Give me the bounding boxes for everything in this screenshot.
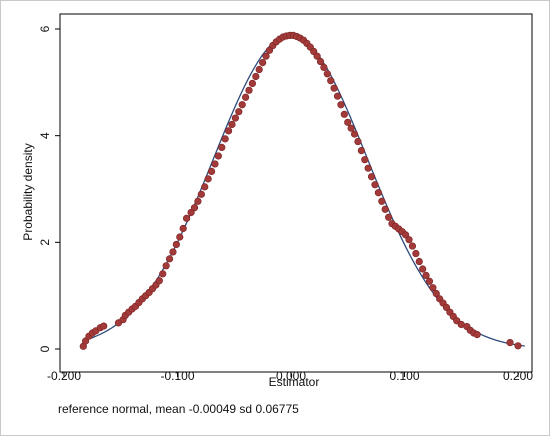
density-point bbox=[429, 284, 437, 292]
density-point bbox=[405, 236, 413, 244]
density-point bbox=[310, 47, 318, 56]
density-point bbox=[194, 197, 202, 205]
density-point bbox=[176, 233, 184, 241]
density-point bbox=[357, 147, 365, 155]
density-point bbox=[385, 213, 393, 221]
density-point bbox=[514, 342, 522, 350]
plot-area bbox=[59, 13, 533, 373]
density-point bbox=[361, 156, 369, 164]
density-point bbox=[381, 205, 389, 213]
x-tick-label: 0.200 bbox=[503, 369, 533, 383]
density-point bbox=[214, 152, 222, 160]
density-point bbox=[179, 224, 187, 233]
density-point bbox=[242, 93, 250, 101]
density-point bbox=[374, 189, 382, 197]
density-point bbox=[81, 337, 90, 345]
density-point bbox=[262, 52, 270, 60]
density-point bbox=[187, 208, 195, 217]
density-point bbox=[402, 231, 410, 239]
x-tick-label: -0.100 bbox=[160, 369, 194, 383]
density-point bbox=[238, 101, 246, 109]
density-point bbox=[204, 175, 212, 183]
density-point bbox=[344, 118, 352, 126]
density-point bbox=[172, 240, 180, 249]
density-point bbox=[364, 164, 372, 172]
density-point bbox=[211, 160, 219, 168]
density-point bbox=[252, 72, 260, 81]
density-point bbox=[378, 197, 386, 205]
density-point bbox=[313, 52, 321, 60]
density-point bbox=[506, 339, 514, 347]
density-point bbox=[422, 271, 430, 280]
density-point bbox=[316, 57, 325, 66]
density-point bbox=[412, 249, 420, 258]
density-point bbox=[231, 114, 239, 122]
density-point bbox=[235, 108, 243, 116]
density-point bbox=[265, 46, 274, 54]
density-point bbox=[224, 127, 233, 135]
density-point bbox=[408, 242, 417, 250]
density-point bbox=[432, 289, 440, 298]
density-points bbox=[79, 31, 522, 350]
density-point bbox=[190, 204, 199, 212]
density-point bbox=[442, 303, 451, 312]
density-point bbox=[201, 183, 209, 191]
y-tick-label: 0 bbox=[38, 345, 52, 352]
x-tick-label: -0.200 bbox=[47, 369, 81, 383]
density-point bbox=[333, 92, 342, 100]
y-tick-label: 6 bbox=[38, 25, 52, 32]
x-tick-label: 0.000 bbox=[276, 369, 306, 383]
density-point bbox=[320, 63, 328, 71]
density-point bbox=[337, 101, 345, 109]
density-point bbox=[255, 65, 263, 74]
density-point bbox=[221, 135, 229, 143]
density-point bbox=[207, 167, 216, 175]
density-point bbox=[259, 58, 267, 67]
density-point bbox=[473, 331, 481, 339]
density-point bbox=[162, 262, 170, 270]
density-point bbox=[347, 124, 355, 132]
density-point bbox=[182, 214, 191, 222]
reference-note: reference normal, mean -0.00049 sd 0.067… bbox=[58, 402, 299, 416]
y-tick-label: 4 bbox=[38, 132, 52, 139]
density-point bbox=[169, 248, 177, 256]
y-axis-ticks: 0 2 4 6 bbox=[38, 25, 60, 352]
y-axis-title: Probability density bbox=[21, 143, 35, 240]
density-point bbox=[367, 173, 376, 181]
density-point bbox=[415, 257, 423, 266]
density-point bbox=[350, 130, 359, 138]
density-point bbox=[155, 277, 163, 285]
density-point bbox=[371, 181, 379, 189]
density-point bbox=[197, 190, 205, 198]
density-point bbox=[354, 137, 362, 146]
x-tick-label: 0.100 bbox=[389, 369, 419, 383]
density-point bbox=[245, 86, 253, 94]
density-point bbox=[159, 270, 167, 278]
density-point bbox=[330, 84, 338, 92]
density-point bbox=[100, 322, 108, 330]
density-point bbox=[218, 143, 226, 151]
density-point bbox=[419, 265, 427, 273]
density-point bbox=[323, 70, 331, 78]
y-tick-label: 2 bbox=[38, 239, 52, 246]
density-point bbox=[248, 79, 257, 87]
density-point bbox=[425, 277, 434, 285]
density-point bbox=[228, 120, 236, 129]
density-point bbox=[340, 110, 348, 118]
density-point bbox=[327, 77, 335, 85]
x-axis-ticks: -0.200 -0.100 0.000 0.100 0.200 bbox=[47, 369, 533, 383]
density-point bbox=[165, 255, 174, 263]
x-axis-title: Estimator bbox=[269, 375, 320, 389]
